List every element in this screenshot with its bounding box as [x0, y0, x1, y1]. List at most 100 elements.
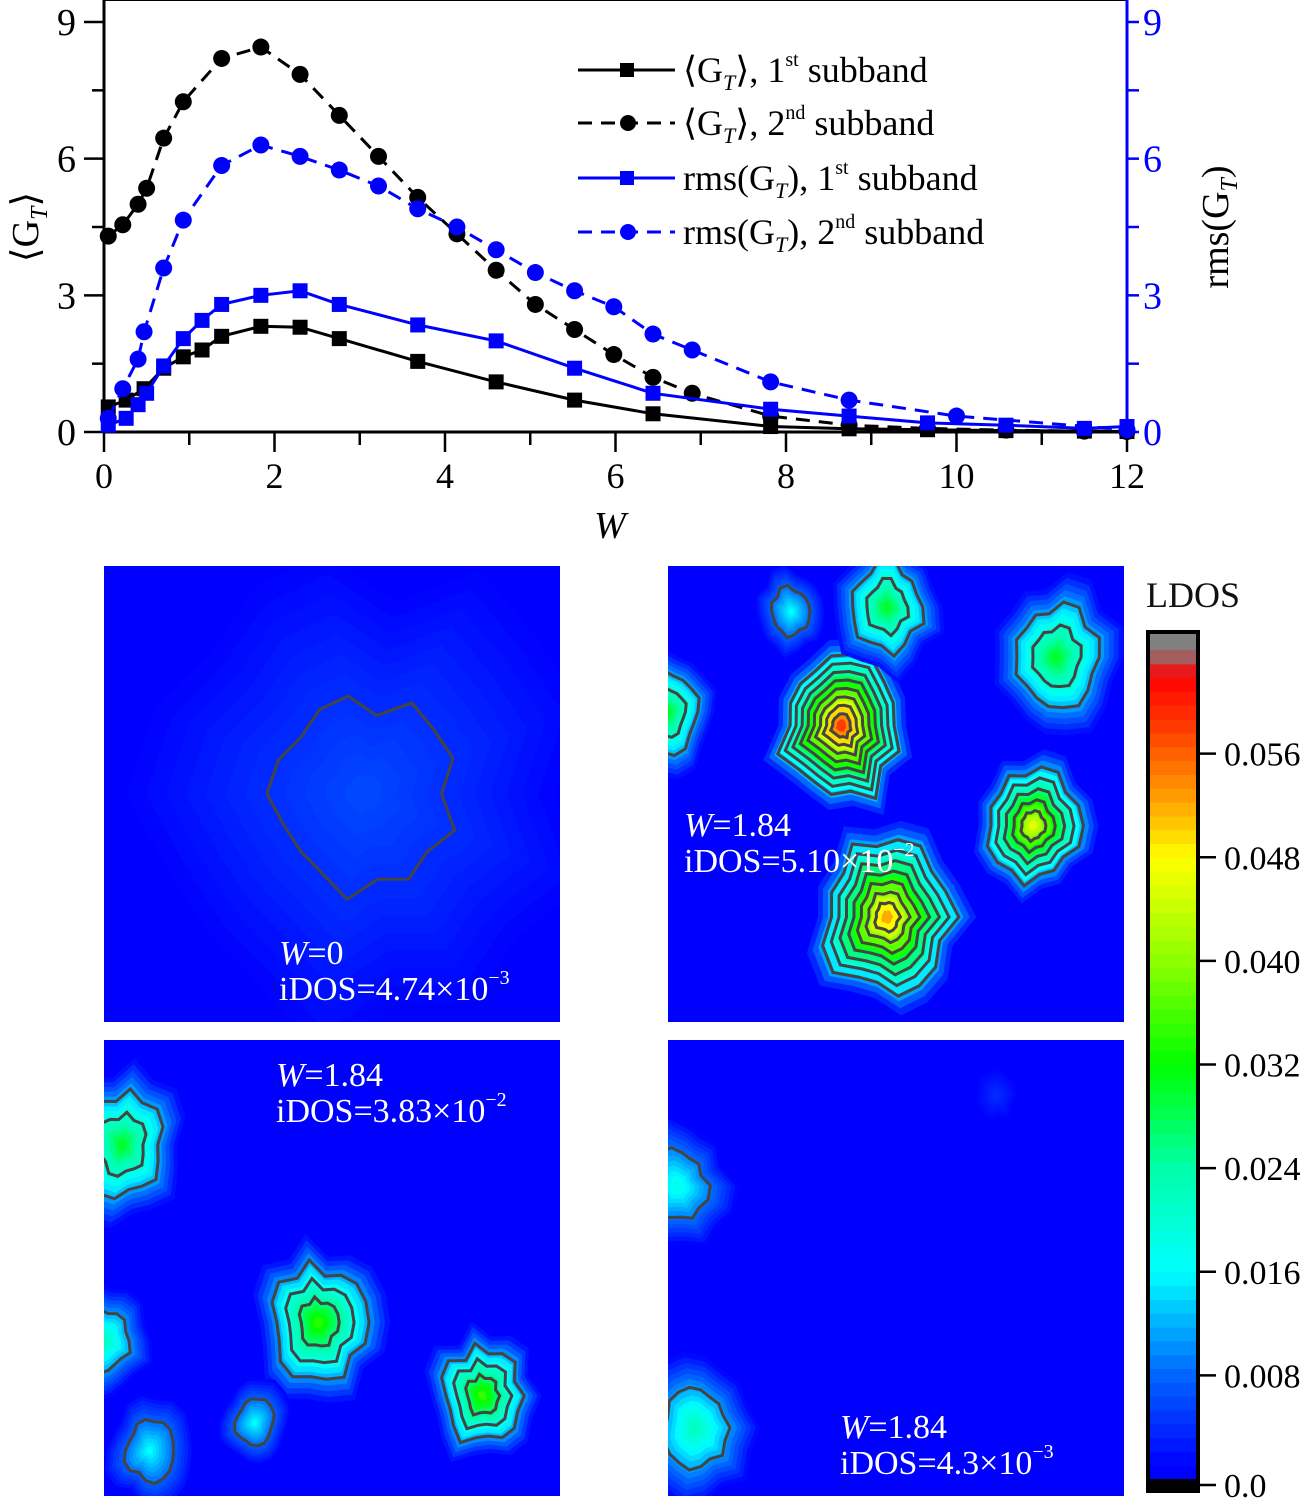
idos-times: ×10: [432, 1093, 486, 1130]
x-tick-label: 4: [436, 456, 454, 496]
ldos-peak: [252, 1233, 391, 1403]
right-y-axis-label: rms(GT): [1195, 165, 1243, 288]
ldos-panel-bottom-right: W=1.84 iDOS=4.3×10−3: [668, 1040, 1124, 1496]
right-y-axis-ticks: 0 3 6 9: [1127, 2, 1162, 454]
colorbar-swatch: [1150, 1423, 1196, 1439]
colorbar-swatch: [1150, 1382, 1196, 1397]
colorbar-swatch: [1150, 1023, 1196, 1038]
data-point-square: [331, 296, 347, 312]
idos-exponent: −3: [488, 967, 510, 989]
colorbar-swatch: [1150, 1299, 1196, 1314]
data-point-square: [763, 401, 779, 417]
contour-line: [791, 669, 887, 784]
equals: =: [307, 935, 327, 972]
colorbar-swatch: [1150, 1175, 1196, 1190]
data-point-square: [920, 415, 936, 431]
colorbar-swatch: [1150, 1451, 1196, 1466]
ldos-peak: [668, 651, 717, 780]
ldos-level: [251, 1419, 258, 1427]
colorbar-swatch: [1150, 1271, 1196, 1287]
data-point-circle: [155, 259, 173, 277]
equals: =: [712, 807, 732, 844]
w-symbol: W: [279, 935, 308, 972]
ldos-level: [788, 608, 794, 616]
data-point-square: [139, 385, 155, 401]
data-point-circle: [213, 157, 231, 174]
w-value: 1.84: [323, 1057, 384, 1094]
contour-line: [668, 687, 688, 739]
colorbar-swatch: [1150, 1368, 1196, 1383]
colorbar-swatch: [1150, 940, 1196, 955]
ldos-peak: [807, 820, 977, 1016]
colorbar-swatch: [1150, 1437, 1196, 1452]
colorbar-swatch: [1150, 1092, 1196, 1107]
data-point-circle: [409, 200, 427, 218]
colorbar-swatch: [1150, 705, 1196, 720]
data-point-square: [410, 353, 426, 369]
contour-line: [464, 1371, 502, 1417]
w-value: 1.84: [887, 1409, 948, 1446]
colorbar-swatch: [1150, 650, 1196, 665]
colorbar-swatch: [1150, 1216, 1196, 1231]
data-point-circle: [252, 38, 270, 56]
data-point-square: [841, 408, 857, 424]
ldos-level: [668, 707, 672, 717]
colorbar-swatch: [1150, 884, 1196, 900]
colorbar-scale: 0.0 0.008 0.016 0.024 0.032 0.040 0.048 0.056: [1146, 630, 1301, 1505]
idos-times: ×10: [840, 843, 894, 880]
panel-annotation: W=1.84 iDOS=4.3×10−3: [840, 1410, 1054, 1482]
contour-line: [1031, 623, 1083, 689]
data-point-square: [488, 333, 504, 349]
colorbar-swatch: [1150, 1202, 1196, 1218]
data-point-circle: [487, 261, 505, 279]
series-1: [100, 318, 1135, 440]
legend-item: rms(GT), 2nd subband: [578, 211, 984, 257]
colorbar-swatch: [1150, 1119, 1196, 1135]
equals: =: [868, 1409, 888, 1446]
colorbar: LDOS 0.0 0.008 0.016 0.024 0.032 0.040 0.048 0.…: [1140, 570, 1316, 1505]
series-layer: [99, 38, 1136, 441]
data-point-circle: [99, 409, 117, 427]
ldos-level: [313, 1316, 324, 1329]
colorbar-swatch: [1150, 1105, 1196, 1121]
left-y-axis-ticks: 0 3 6 9: [57, 2, 104, 454]
contour-line: [104, 1110, 148, 1178]
w-symbol: W: [840, 1409, 869, 1446]
idos-prefix: iDOS=: [279, 971, 376, 1008]
ldos-level: [883, 601, 891, 613]
legend-label: ⟨GT⟩, 2nd subband: [683, 102, 934, 148]
data-point-circle: [370, 147, 388, 165]
data-point-square: [253, 287, 269, 303]
panel-annotation: W=0 iDOS=4.74×10−3: [279, 936, 510, 1008]
colorbar-tick-label: 0.056: [1224, 737, 1301, 774]
colorbar-swatch: [1150, 663, 1196, 679]
y-left-tick-label: 3: [57, 275, 76, 317]
data-point-circle: [948, 407, 965, 425]
colorbar-swatch: [1150, 1188, 1196, 1204]
colorbar-tick-label: 0.0: [1224, 1468, 1267, 1501]
contour-line: [821, 838, 961, 998]
x-tick-label: 8: [777, 456, 795, 496]
colorbar-tick-label: 0.024: [1224, 1151, 1301, 1188]
idos-exponent: −2: [485, 1089, 507, 1111]
axis-label-text: ⟨GT⟩: [5, 192, 53, 262]
ldos-map: [668, 566, 1124, 1022]
x-tick-label: 6: [607, 456, 625, 496]
data-point-square: [194, 342, 210, 358]
contour-line: [270, 1257, 371, 1381]
colorbar-swatch: [1150, 926, 1196, 941]
y-right-tick-label: 9: [1143, 2, 1162, 44]
colorbar-swatch: [1150, 801, 1196, 817]
contour-line: [452, 1356, 514, 1431]
contour-line: [821, 703, 860, 749]
data-point-circle: [487, 241, 505, 259]
y-left-tick-label: 6: [57, 139, 76, 181]
ldos-level: [1028, 820, 1038, 832]
ldos-level: [835, 719, 847, 732]
x-axis-label: W: [594, 505, 629, 547]
x-tick-label: 12: [1109, 456, 1145, 496]
data-point-circle: [135, 323, 153, 341]
data-point-circle: [370, 177, 388, 195]
ldos-level: [668, 703, 675, 722]
